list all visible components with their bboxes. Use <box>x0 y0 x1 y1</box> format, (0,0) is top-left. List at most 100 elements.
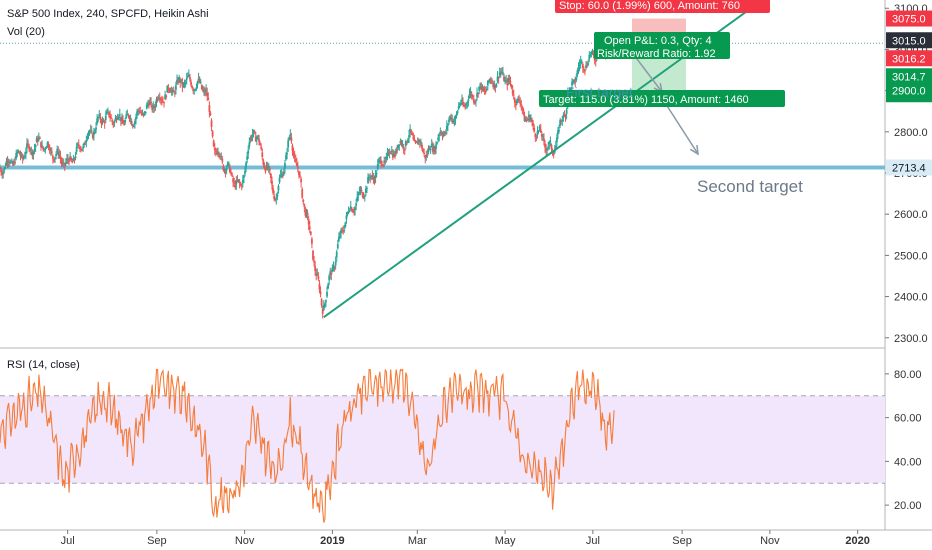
candle-body <box>6 161 9 163</box>
candle-body <box>468 94 471 98</box>
candle-body <box>539 129 542 133</box>
candle-body <box>112 123 115 125</box>
candle-body <box>277 185 280 191</box>
candle-body <box>540 134 543 137</box>
candle-body <box>326 291 328 297</box>
candle-body <box>343 230 346 232</box>
candle-body <box>186 76 189 78</box>
candle-body <box>576 70 579 75</box>
candle-body <box>196 81 199 85</box>
candle-body <box>584 70 586 72</box>
candle-body <box>132 126 135 128</box>
candle-body <box>53 159 55 161</box>
rsi-tick-label: 80.00 <box>894 369 922 381</box>
candle-body <box>472 98 475 103</box>
candle-body <box>545 148 548 151</box>
candle-body <box>127 114 130 117</box>
candle-body <box>429 149 432 151</box>
candle-body <box>295 163 298 166</box>
candle-body <box>62 162 65 164</box>
candle-body <box>553 150 556 153</box>
price-tick-label: 2600.0 <box>894 209 928 221</box>
candle-body <box>590 51 593 54</box>
candle-body <box>265 164 268 169</box>
candle-body <box>255 137 258 140</box>
candle-body <box>151 105 154 110</box>
candle-body <box>407 139 409 142</box>
candle-body <box>278 177 281 183</box>
candle-body <box>494 85 497 89</box>
candle-body <box>170 90 173 92</box>
candle-body <box>387 153 390 155</box>
candle-body <box>222 165 225 171</box>
candle-body <box>328 275 331 281</box>
candle-body <box>458 104 461 106</box>
candle-body <box>456 111 459 113</box>
candle-body <box>57 151 60 155</box>
candle-body <box>54 157 56 160</box>
candle-body <box>108 112 110 116</box>
candle-body <box>428 148 431 150</box>
candle-body <box>238 181 241 184</box>
candle-body <box>31 151 34 156</box>
candle-body <box>469 91 472 94</box>
candle-body <box>470 93 473 97</box>
candle-body <box>525 120 528 122</box>
candle-body <box>84 143 87 145</box>
candle-body <box>194 89 197 91</box>
stop-label[interactable]: Stop: 60.0 (1.99%) 600, Amount: 760 <box>555 0 770 13</box>
candle-body <box>549 141 552 143</box>
candle-body <box>315 273 318 276</box>
candle-body <box>318 283 321 290</box>
candle-body <box>263 166 266 169</box>
candle-body <box>267 166 270 168</box>
candle-body <box>273 195 276 200</box>
trendline[interactable] <box>323 11 747 318</box>
uptrend-line[interactable] <box>323 11 747 318</box>
candle-body <box>500 72 503 74</box>
candle-body <box>131 125 134 127</box>
price-badge <box>886 50 932 67</box>
candle-body <box>493 83 496 86</box>
candle-body <box>364 188 367 193</box>
candle-body <box>541 136 544 138</box>
candle-body <box>503 76 505 81</box>
rsi-series <box>0 368 615 523</box>
candle-body <box>243 175 245 178</box>
candle-body <box>462 101 464 105</box>
open-pnl-label[interactable]: Open P&L: 0.3, Qty: 4 Risk/Reward Ratio:… <box>594 32 730 60</box>
candle-body <box>570 88 572 90</box>
candle-body <box>461 99 463 102</box>
target-label[interactable]: Target: 115.0 (3.81%) 1150, Amount: 1460 <box>539 90 785 107</box>
candle-body <box>317 276 320 280</box>
candle-body <box>495 84 498 87</box>
candle-body <box>177 81 179 83</box>
candle-body <box>225 167 228 171</box>
candle-body <box>117 116 120 118</box>
candle-body <box>261 152 264 157</box>
candle-body <box>573 79 576 81</box>
candle-body <box>207 97 210 100</box>
candle-body <box>282 171 285 175</box>
candle-body <box>361 193 364 197</box>
candle-body <box>425 154 428 157</box>
candle-body <box>527 114 530 118</box>
candle-body <box>235 180 238 185</box>
candle-body <box>350 208 353 211</box>
candle-body <box>316 274 319 276</box>
candle-body <box>121 118 123 120</box>
candle-body <box>363 196 366 198</box>
candle-body <box>344 222 347 227</box>
candle-body <box>264 169 267 172</box>
candle-body <box>450 117 453 120</box>
candle-body <box>352 211 354 213</box>
candle-body <box>203 90 205 92</box>
candle-body <box>59 156 62 159</box>
candle-body <box>594 60 597 62</box>
candle-body <box>169 90 172 92</box>
candle-body <box>217 152 219 154</box>
candle-body <box>56 148 59 152</box>
candle-body <box>95 127 97 130</box>
candle-body <box>77 144 80 146</box>
